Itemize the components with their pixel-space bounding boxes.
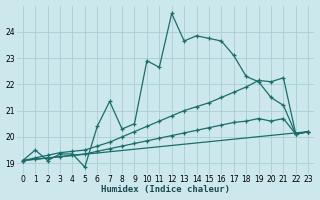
X-axis label: Humidex (Indice chaleur): Humidex (Indice chaleur) (101, 185, 230, 194)
